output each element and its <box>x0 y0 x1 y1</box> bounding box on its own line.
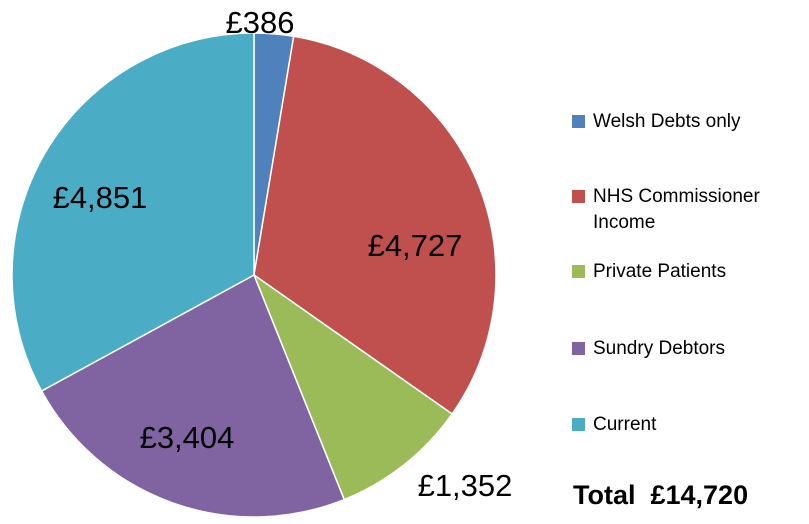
legend-label: Current <box>593 414 657 435</box>
pie-slice <box>252 272 454 501</box>
legend-entry: NHS Commissioner Income <box>572 184 808 236</box>
legend-label: Sundry Debtors <box>593 338 726 359</box>
data-label: £386 <box>226 5 295 40</box>
legend-swatch <box>572 418 585 431</box>
legend-label: Welsh Debts only <box>593 111 741 132</box>
legend-entry: Private Patients <box>572 259 808 285</box>
data-label: £4,727 <box>368 228 463 263</box>
legend-swatch <box>572 115 585 128</box>
legend-swatch <box>572 265 585 278</box>
legend-entry: Sundry Debtors <box>572 336 808 362</box>
legend-entry: Welsh Debts only <box>572 109 808 135</box>
legend-label: Private Patients <box>593 261 727 282</box>
legend-swatch <box>572 190 585 203</box>
pie-slice <box>40 273 346 518</box>
pie-slice <box>253 35 497 416</box>
legend-entry: Current <box>572 412 808 438</box>
total-annotation: Total £14,720 <box>573 480 749 510</box>
pie-slice <box>11 32 255 393</box>
data-label: £1,352 <box>418 468 513 503</box>
data-label: £3,404 <box>140 420 235 455</box>
data-label: £4,851 <box>53 180 148 215</box>
legend-label: NHS Commissioner Income <box>593 186 760 233</box>
legend-swatch <box>572 342 585 355</box>
